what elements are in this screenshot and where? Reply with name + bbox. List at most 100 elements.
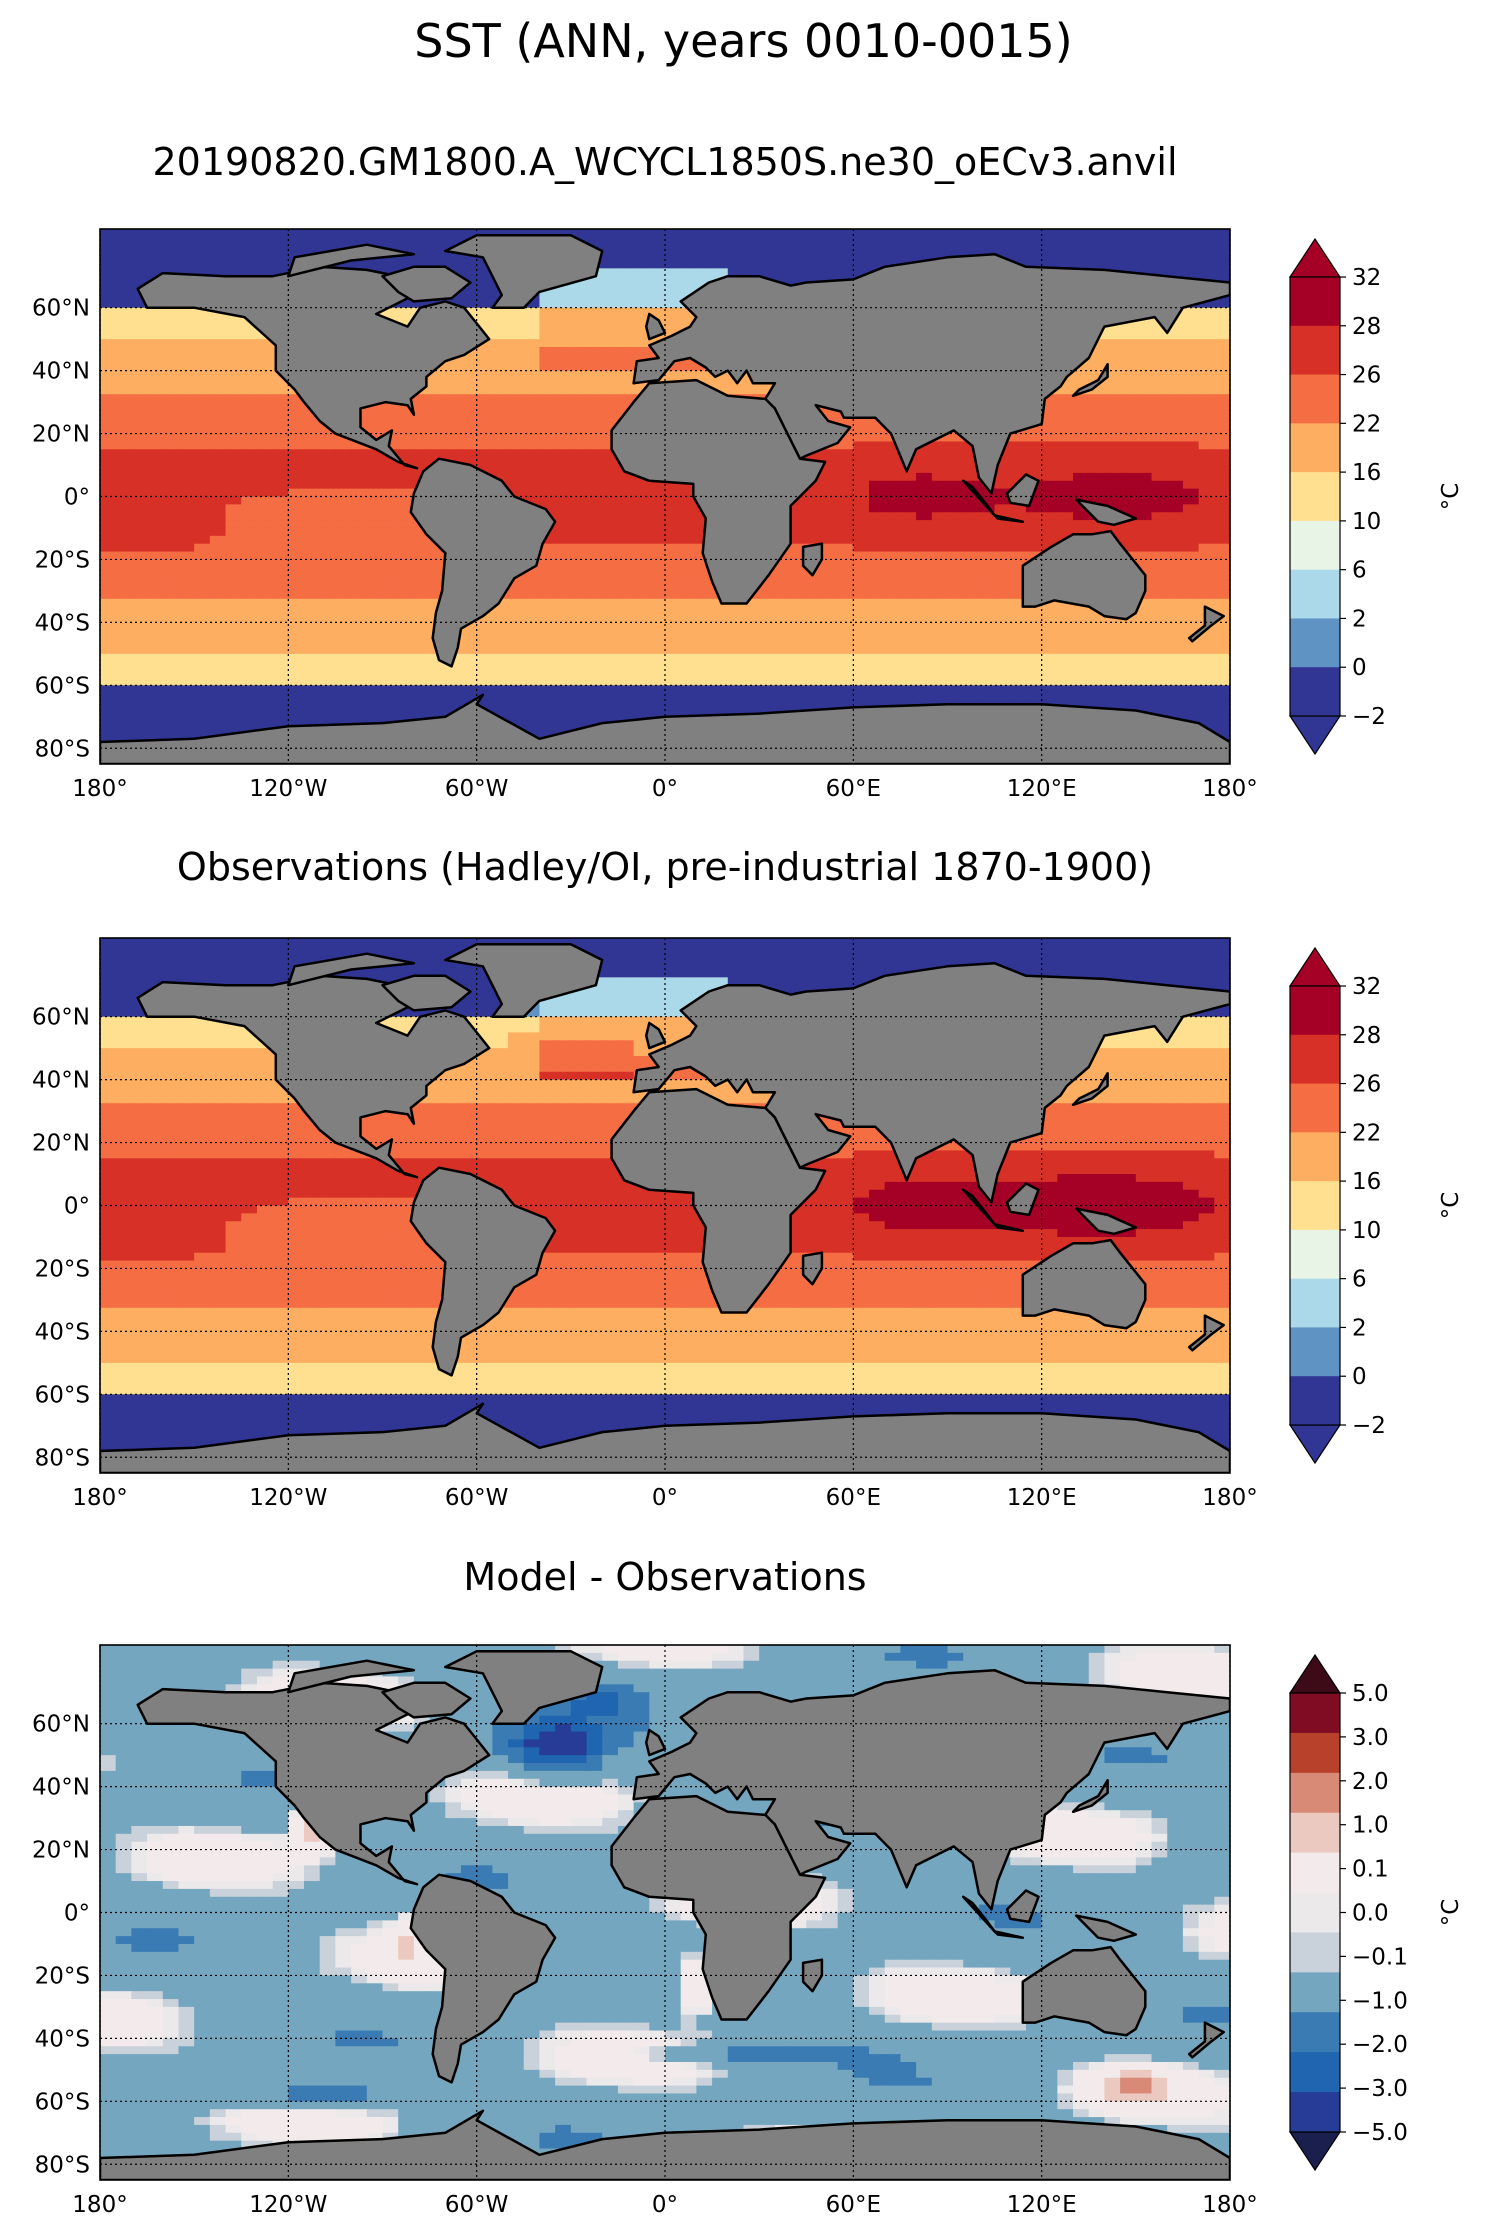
colorbar-tick-label: 10 [1352, 1218, 1381, 1244]
colorbar-tick-label: −2 [1352, 704, 1386, 730]
sst-field [100, 1645, 1230, 2180]
lat-tick-label: 0° [64, 1901, 90, 1927]
colorbar-tick-label: 3.0 [1352, 1725, 1389, 1751]
lon-tick-label: 0° [652, 776, 678, 802]
colorbar-tick-label: 0 [1352, 1364, 1367, 1390]
land-mass [1021, 1945, 1147, 2037]
colorbar-extend-bottom [1288, 2131, 1342, 2172]
map-frame [99, 937, 1231, 1474]
lat-tick-label: 40°N [32, 1775, 90, 1801]
land-mass [961, 1895, 996, 1933]
sst-field [100, 229, 1230, 764]
land-mass [632, 961, 1230, 1204]
colorbar-segment [1290, 1732, 1340, 1774]
panel-title-model: 20190820.GM1800.A_WCYCL1850S.ne30_oECv3.… [152, 140, 1178, 184]
lat-tick-label: 60°S [35, 673, 90, 699]
colorbar-tick-label: 10 [1352, 509, 1381, 535]
colorbar-frame [1289, 985, 1341, 1426]
colorbar-unit-label: °C [1438, 1192, 1464, 1220]
colorbar-tick-label: 26 [1352, 363, 1381, 389]
land-mass [644, 1728, 667, 1757]
colorbar-tick-label: 6 [1352, 1267, 1367, 1293]
colorbar-segment [1290, 1278, 1340, 1328]
land-mass [1187, 605, 1225, 643]
land-mass [1021, 1238, 1147, 1330]
lon-tick-label: 180° [1202, 1485, 1257, 1511]
colorbar-frame [1289, 276, 1341, 717]
colorbar: 32 28 26 22 16 10 6 2 0 −2 °C [1288, 237, 1464, 756]
lat-tick-label: 20°S [35, 1256, 90, 1282]
colorbar-tick-label: 28 [1352, 1023, 1381, 1049]
colorbar-segment [1290, 1812, 1340, 1854]
lon-tick-label: 120°E [1007, 776, 1077, 802]
lat-tick-label: 60°N [32, 1712, 90, 1738]
land-mass [1074, 498, 1138, 527]
land-mass [993, 1930, 1025, 1939]
colorbar-segment [1290, 1083, 1340, 1133]
colorbar-segment [1290, 1772, 1340, 1814]
land-mass [1005, 1182, 1040, 1217]
land-mass [1071, 363, 1109, 398]
colorbar-segment [1290, 520, 1340, 571]
colorbar-tick-label: 22 [1352, 411, 1381, 437]
colorbar-segment [1290, 618, 1340, 668]
colorbar-segment [1290, 472, 1340, 522]
colorbar-segment [1290, 1852, 1340, 1894]
lon-tick-label: 180° [1202, 2192, 1257, 2218]
lon-tick-label: 180° [1202, 776, 1257, 802]
map-panel-model: 60°N 40°N 20°N 0° 20°S 40°S 60°S 80°S 180° 120°W 6… [32, 228, 1464, 802]
land-mass [381, 265, 472, 303]
land-mass [632, 1668, 1230, 1911]
land-mass [287, 243, 416, 278]
land-mass [287, 1659, 416, 1694]
land-mass [1187, 1314, 1225, 1352]
colorbar-segment [1290, 277, 1340, 327]
lat-tick-label: 0° [64, 1194, 90, 1220]
lat-tick-label: 40°S [35, 1319, 90, 1345]
land-mass [632, 252, 1230, 495]
colorbar-extend-top [1288, 1653, 1342, 1694]
colorbar-segment [1290, 986, 1340, 1036]
lat-tick-label: 40°S [35, 2026, 90, 2052]
lat-tick-label: 40°N [32, 1068, 90, 1094]
land-mass [287, 952, 416, 987]
land-mass [1005, 473, 1040, 508]
colorbar-segment [1290, 1376, 1340, 1426]
land-mass [444, 234, 604, 309]
land-mass [993, 1223, 1025, 1232]
colorbar-segment [1290, 667, 1340, 717]
colorbar-segment [1290, 569, 1340, 619]
land-mass [801, 1958, 824, 1993]
colorbar-segment [1290, 1932, 1340, 1973]
colorbar-segment [1290, 1892, 1340, 1933]
colorbar-unit-label: °C [1438, 483, 1464, 511]
lat-tick-label: 0° [64, 485, 90, 511]
land-mass [801, 1251, 824, 1286]
lon-tick-label: 60°W [445, 2192, 509, 2218]
colorbar-tick-label: 16 [1352, 1169, 1381, 1195]
colorbar-segment [1290, 1034, 1340, 1085]
colorbar-tick-label: 2.0 [1352, 1769, 1389, 1795]
colorbar-extend-bottom [1288, 715, 1342, 756]
lon-tick-label: 120°E [1007, 2192, 1077, 2218]
land-mass [1071, 1779, 1109, 1814]
colorbar-segment [1290, 2052, 1340, 2093]
lon-tick-label: 60°W [445, 776, 509, 802]
colorbar-tick-label: 2 [1352, 606, 1367, 632]
sst-field [100, 938, 1230, 1473]
colorbar-segment [1290, 1327, 1340, 1377]
colorbar-tick-label: 1.0 [1352, 1813, 1389, 1839]
lat-tick-label: 80°S [35, 2152, 90, 2178]
colorbar-tick-label: 32 [1352, 974, 1381, 1000]
map-panel-obs: 60°N 40°N 20°N 0° 20°S 40°S 60°S 80°S 180° 120°W 6… [32, 937, 1464, 1511]
land-mass [1187, 2021, 1225, 2059]
land-mass [993, 514, 1025, 523]
lon-tick-label: 0° [652, 2192, 678, 2218]
colorbar-unit-label: °C [1438, 1899, 1464, 1927]
lon-tick-label: 120°W [249, 2192, 327, 2218]
colorbar-tick-label: 28 [1352, 314, 1381, 340]
lat-tick-label: 20°S [35, 547, 90, 573]
colorbar-tick-label: 6 [1352, 558, 1367, 584]
lat-tick-label: 60°N [32, 296, 90, 322]
